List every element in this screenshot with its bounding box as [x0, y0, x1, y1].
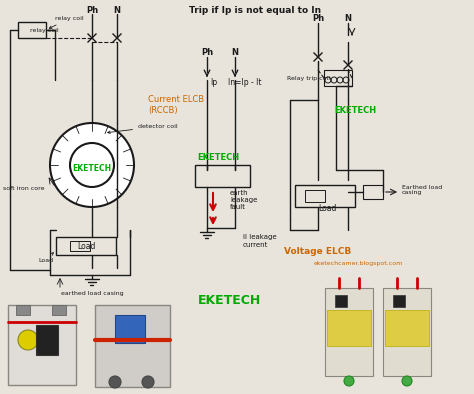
Text: Earthed load
casing: Earthed load casing [402, 185, 442, 195]
Text: current: current [243, 242, 268, 248]
Bar [327, 310, 371, 346]
Text: EKETECH: EKETECH [197, 152, 239, 162]
Text: Load: Load [38, 253, 54, 263]
Circle shape [109, 376, 121, 388]
Bar [36, 325, 58, 355]
Text: Trip if Ip is not equal to In: Trip if Ip is not equal to In [189, 6, 321, 15]
Bar [195, 165, 250, 187]
Circle shape [18, 330, 38, 350]
Bar [324, 70, 352, 86]
Text: Current ELCB
(RCCB): Current ELCB (RCCB) [148, 95, 204, 115]
Circle shape [402, 376, 412, 386]
Text: EKETECH: EKETECH [73, 164, 111, 173]
Bar [363, 185, 383, 199]
Text: Ph: Ph [312, 13, 324, 22]
Bar [56, 237, 116, 255]
Text: In=Ip - It: In=Ip - It [228, 78, 262, 87]
Text: N: N [345, 13, 352, 22]
Text: earthed load casing: earthed load casing [61, 290, 123, 296]
Text: N: N [231, 48, 238, 56]
Text: detector coil: detector coil [108, 124, 178, 134]
Text: Ip: Ip [210, 78, 218, 87]
Bar [305, 190, 325, 202]
Text: EKETECH: EKETECH [199, 294, 262, 307]
Bar [383, 288, 431, 376]
Text: relay coil: relay coil [49, 16, 83, 28]
Text: earth
leakage
fault: earth leakage fault [230, 190, 257, 210]
Text: EKETECH: EKETECH [334, 106, 376, 115]
Bar [295, 185, 355, 207]
Circle shape [344, 376, 354, 386]
Text: eketechcamer.blogspot.com: eketechcamer.blogspot.com [313, 262, 402, 266]
Bar [115, 315, 145, 343]
Bar [70, 241, 90, 251]
Text: Relay trip coil: Relay trip coil [287, 76, 330, 80]
Text: relay coil: relay coil [30, 28, 59, 32]
Text: N: N [113, 6, 120, 15]
Text: Il leakage: Il leakage [243, 234, 277, 240]
Bar [95, 305, 170, 387]
Circle shape [50, 123, 134, 207]
Bar [16, 305, 30, 315]
Bar [52, 305, 66, 315]
Text: soft iron core: soft iron core [3, 186, 45, 191]
Bar [393, 295, 405, 307]
Text: Ph: Ph [201, 48, 213, 56]
Bar [325, 288, 373, 376]
Circle shape [142, 376, 154, 388]
Circle shape [70, 143, 114, 187]
Bar [385, 310, 429, 346]
Bar [335, 295, 347, 307]
Text: Voltage ELCB: Voltage ELCB [284, 247, 352, 256]
Bar [8, 305, 76, 385]
Text: Load: Load [318, 203, 337, 212]
Bar [18, 22, 46, 38]
Text: Ph: Ph [86, 6, 98, 15]
Text: Load: Load [77, 242, 95, 251]
